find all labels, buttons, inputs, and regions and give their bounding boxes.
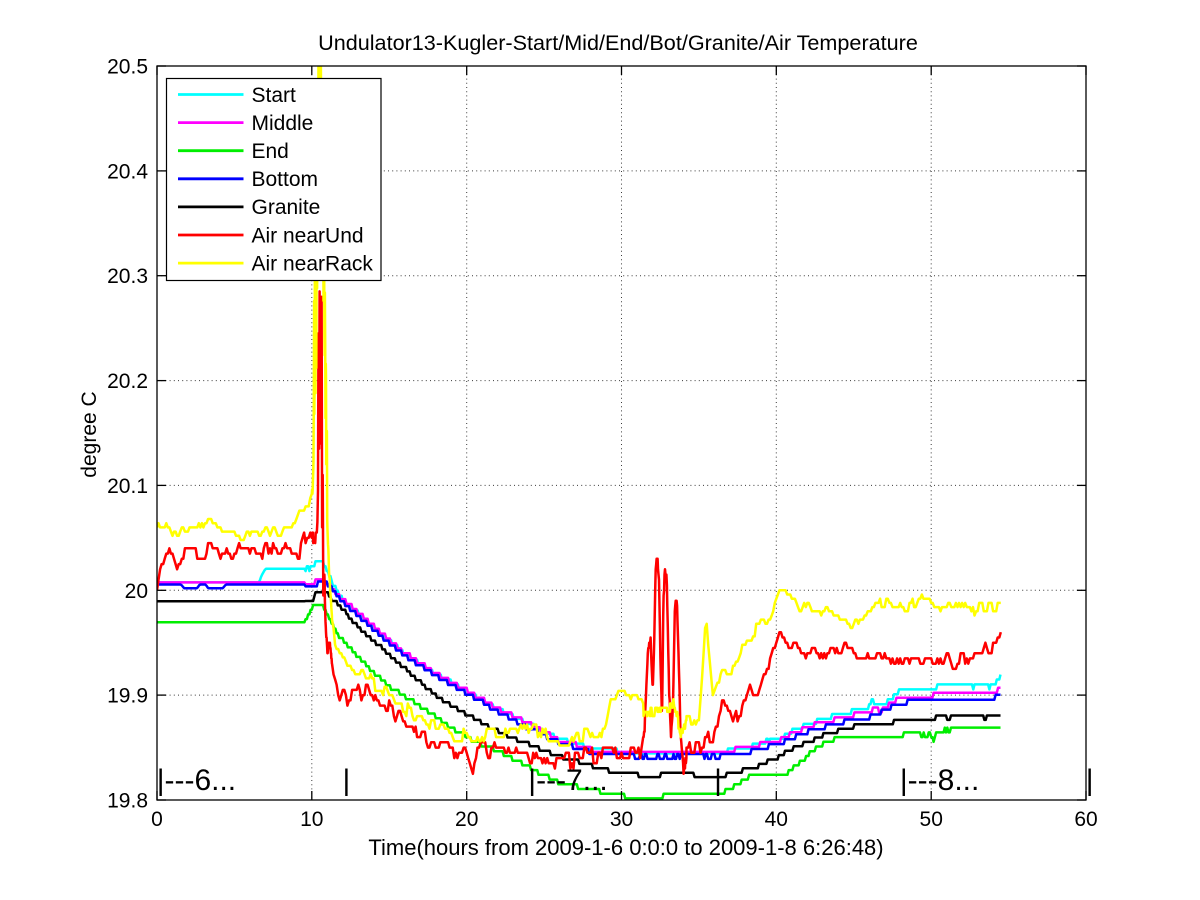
svg-text:Start: Start [252,84,297,107]
svg-text:20: 20 [455,808,478,831]
svg-text:20.2: 20.2 [107,370,148,393]
svg-text:0: 0 [151,808,163,831]
svg-text:19.8: 19.8 [107,790,148,813]
svg-text:Undulator13-Kugler-Start/Mid/E: Undulator13-Kugler-Start/Mid/End/Bot/Gra… [318,30,918,55]
svg-text:|: | [343,764,351,797]
svg-text:10: 10 [300,808,323,831]
svg-text:End: End [252,140,289,163]
svg-text:40: 40 [765,808,788,831]
svg-text:60: 60 [1074,808,1097,831]
svg-text:Granite: Granite [252,196,321,219]
svg-text:|: | [1086,764,1094,797]
svg-text:|---7...: |---7... [528,764,607,797]
svg-text:degree C: degree C [78,391,101,477]
svg-text:Middle: Middle [252,112,314,135]
svg-text:Air nearRack: Air nearRack [252,252,374,275]
svg-text:30: 30 [610,808,633,831]
svg-text:|---6...: |---6... [157,764,236,797]
svg-text:50: 50 [920,808,943,831]
svg-text:Air nearUnd: Air nearUnd [252,224,364,247]
svg-text:Bottom: Bottom [252,168,319,191]
svg-text:|: | [714,764,722,797]
svg-text:20.4: 20.4 [107,160,148,183]
svg-text:20.3: 20.3 [107,265,148,288]
svg-text:20.5: 20.5 [107,56,148,79]
svg-text:20.1: 20.1 [107,475,148,498]
svg-text:|---8...: |---8... [900,764,979,797]
svg-text:Time(hours from 2009-1-6 0:0:0: Time(hours from 2009-1-6 0:0:0 to 2009-1… [368,835,883,860]
svg-text:20: 20 [125,580,148,603]
svg-text:19.9: 19.9 [107,685,148,708]
